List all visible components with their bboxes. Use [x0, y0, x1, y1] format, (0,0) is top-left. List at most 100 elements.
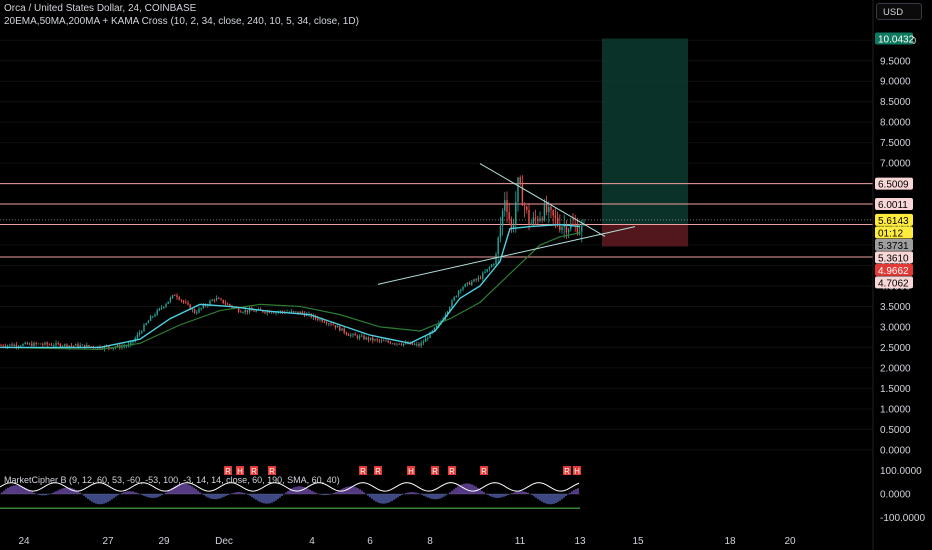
candle-body [163, 306, 165, 308]
candle-body [462, 287, 464, 290]
osc-tick-label: 100.0000 [880, 466, 922, 477]
stop-zone [602, 224, 688, 247]
osc-marker-label: H [574, 467, 580, 476]
candle-body [416, 343, 418, 345]
candle-body [44, 342, 46, 345]
candle-body [510, 219, 513, 228]
osc-tick-label: -100.0000 [880, 513, 925, 524]
candle-body [24, 342, 26, 345]
candle-body [50, 344, 53, 346]
candle-body [4, 346, 7, 347]
candle-body [325, 322, 328, 324]
candle-body [191, 309, 194, 311]
candle-body [211, 299, 213, 301]
time-axis[interactable]: 24 27 29 Dec 4 6 8 11 13 15 18 20 [18, 536, 796, 547]
candle-body [367, 337, 370, 340]
candle-body [521, 184, 524, 206]
ema-line [0, 223, 581, 349]
candle-body [400, 344, 403, 346]
currency-button[interactable]: USD [876, 3, 922, 20]
price-label-text: 01:12 [878, 228, 903, 239]
price-label-box [875, 238, 913, 251]
candle-body [244, 310, 246, 313]
candle-body [77, 344, 79, 348]
candle-body [70, 345, 73, 347]
candle-body [156, 310, 158, 315]
candle-body [479, 277, 482, 279]
candle-body [301, 311, 304, 314]
candle-body [182, 300, 185, 303]
candle-body [427, 338, 429, 339]
candle-body [165, 303, 167, 307]
candle-body [57, 343, 59, 344]
indicator-title[interactable]: 20EMA,50MA,200MA + KAMA Cross (10, 2, 34… [4, 16, 359, 27]
price-label-box [875, 213, 913, 226]
price-label-box [875, 276, 913, 289]
oscillator-title[interactable]: MarketCipher B (9, 12, 60, 53, -60, -53,… [4, 475, 340, 485]
candle-body [33, 342, 35, 346]
trend-line [377, 226, 636, 285]
candle-body [543, 204, 546, 220]
candle-body [158, 308, 161, 311]
candle-body [123, 346, 125, 347]
price-label-text: 10.0432 [878, 35, 915, 46]
price-label-text: 5.3610 [878, 253, 909, 264]
candle-body [220, 298, 222, 300]
osc-marker-label: H [408, 467, 414, 476]
candle-body [81, 344, 84, 346]
candle-body [319, 319, 321, 320]
candle-body [453, 297, 455, 301]
osc-marker-label: R [225, 467, 231, 476]
candle-body [350, 335, 352, 336]
candle-body [240, 311, 242, 313]
x-tick-label: 24 [18, 536, 30, 547]
candle-body [413, 344, 416, 346]
candle-body [376, 339, 378, 341]
osc-tick-label: 0.0000 [880, 490, 911, 501]
candle-body [501, 210, 504, 226]
candle-body [246, 310, 249, 312]
osc-marker [563, 466, 571, 475]
candle-body [138, 332, 141, 335]
candle-body [345, 332, 348, 335]
candle-body [468, 282, 471, 285]
candle-body [352, 334, 354, 336]
y-tick-label: 9.5000 [880, 56, 911, 67]
candle-body [103, 346, 106, 349]
candle-body [152, 316, 154, 318]
candle-body [53, 345, 55, 347]
candle-body [297, 311, 299, 314]
candle-body [248, 308, 251, 312]
candle-body [380, 340, 383, 342]
grid-lines [0, 39, 873, 451]
y-tick-label: 8.0000 [880, 118, 911, 129]
candle-body [341, 328, 343, 331]
candle-body [418, 343, 420, 346]
candle-body [317, 318, 319, 320]
horizontal-levels [0, 183, 873, 258]
price-label-box [875, 32, 913, 45]
osc-marker-label: R [432, 467, 438, 476]
candle-body [420, 343, 422, 346]
candle-body [273, 312, 275, 314]
x-tick-label: 18 [724, 536, 736, 547]
candle-body [169, 297, 172, 302]
candle-body [116, 345, 119, 348]
candle-body [145, 323, 147, 325]
candle-body [358, 336, 361, 338]
candle-body [429, 332, 431, 339]
candle-body [253, 310, 255, 312]
osc-marker [359, 466, 367, 475]
candle-body [0, 345, 2, 347]
osc-marker [448, 466, 456, 475]
candle-body [88, 344, 90, 347]
candle-body [26, 342, 29, 345]
x-tick-label: 20 [784, 536, 796, 547]
candle-body [281, 311, 284, 313]
osc-marker-label: R [481, 467, 487, 476]
candle-body [6, 345, 9, 347]
price-label-box [875, 226, 913, 239]
